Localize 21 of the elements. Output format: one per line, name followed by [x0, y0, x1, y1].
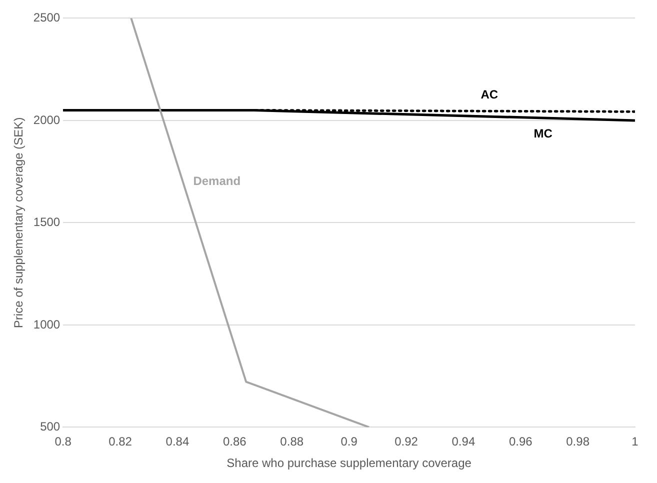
x-tick-label: 0.82: [108, 434, 132, 449]
x-axis-title: Share who purchase supplementary coverage: [226, 456, 472, 470]
x-tick-label: 0.8: [54, 434, 72, 449]
x-tick-label: 0.88: [280, 434, 304, 449]
x-tick-label: 0.94: [452, 434, 476, 449]
series-label: MC: [534, 126, 553, 140]
y-tick-label: 1000: [33, 317, 60, 332]
y-tick-label: 2000: [33, 112, 60, 127]
x-tick-label: 1: [632, 434, 639, 449]
x-tick-label: 0.9: [340, 434, 358, 449]
series-label: AC: [480, 87, 498, 102]
y-tick-label: 2500: [33, 10, 60, 25]
y-tick-label: 500: [40, 420, 60, 434]
y-axis-title: Price of supplementary coverage (SEK): [12, 117, 26, 328]
series-label: Demand: [193, 174, 241, 188]
x-tick-label: 0.86: [222, 434, 247, 449]
x-tick-label: 0.98: [566, 434, 590, 449]
x-tick-label: 0.96: [508, 434, 533, 449]
x-tick-label: 0.84: [166, 434, 190, 449]
y-tick-label: 1500: [33, 215, 60, 230]
x-tick-label: 0.92: [394, 434, 418, 449]
